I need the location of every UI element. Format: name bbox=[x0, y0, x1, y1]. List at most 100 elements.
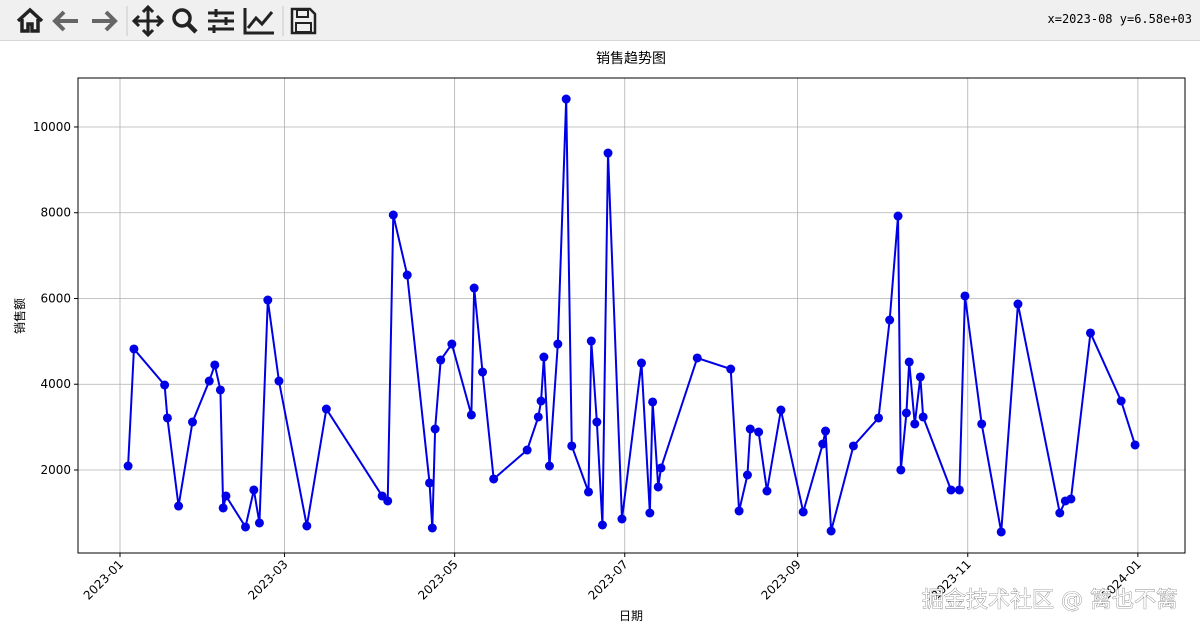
point bbox=[553, 339, 563, 349]
point bbox=[776, 405, 786, 415]
point bbox=[726, 364, 736, 374]
forward-button[interactable] bbox=[92, 10, 118, 32]
configure-button[interactable] bbox=[208, 9, 234, 33]
x-tick-label: 2023-01 bbox=[81, 557, 126, 602]
point bbox=[469, 283, 479, 293]
point bbox=[762, 486, 772, 496]
point bbox=[536, 396, 546, 406]
point bbox=[567, 441, 577, 451]
point bbox=[436, 355, 446, 365]
point bbox=[826, 526, 836, 536]
point bbox=[960, 291, 970, 301]
point bbox=[383, 496, 393, 506]
point bbox=[977, 419, 987, 429]
point bbox=[204, 376, 214, 386]
point bbox=[561, 94, 571, 104]
point bbox=[954, 485, 964, 495]
point bbox=[274, 376, 284, 386]
point bbox=[160, 380, 170, 390]
point bbox=[754, 427, 764, 437]
point bbox=[240, 522, 250, 532]
point bbox=[254, 518, 264, 528]
point bbox=[946, 485, 956, 495]
edit-axes-button[interactable] bbox=[243, 8, 274, 35]
point bbox=[597, 520, 607, 530]
point bbox=[425, 478, 435, 488]
y-tick-label: 8000 bbox=[40, 206, 71, 220]
point bbox=[162, 413, 172, 423]
x-axis-label: 日期 bbox=[619, 609, 643, 623]
point bbox=[745, 424, 755, 434]
point bbox=[636, 358, 646, 368]
y-tick-label: 4000 bbox=[40, 377, 71, 391]
point bbox=[263, 295, 273, 305]
point bbox=[129, 344, 139, 354]
y-tick-label: 2000 bbox=[40, 463, 71, 477]
plot-frame bbox=[77, 77, 1186, 554]
point bbox=[249, 485, 259, 495]
save-button[interactable] bbox=[290, 7, 317, 35]
y-axis-label: 销售额 bbox=[12, 298, 27, 334]
x-tick-label: 2023-09 bbox=[758, 557, 803, 602]
point bbox=[617, 514, 627, 524]
y-tick-label: 10000 bbox=[33, 120, 71, 134]
point bbox=[1130, 440, 1140, 450]
point bbox=[645, 508, 655, 518]
point bbox=[221, 491, 231, 501]
point bbox=[427, 523, 437, 533]
x-tick-label: 2023-03 bbox=[245, 557, 290, 602]
point bbox=[402, 270, 412, 280]
point bbox=[653, 482, 663, 492]
point bbox=[901, 408, 911, 418]
back-button[interactable] bbox=[52, 10, 78, 32]
point bbox=[904, 357, 914, 367]
pan-button[interactable] bbox=[131, 4, 165, 38]
x-tick-label: 2023-05 bbox=[415, 557, 460, 602]
point bbox=[885, 315, 895, 325]
point bbox=[215, 385, 225, 395]
point bbox=[648, 397, 658, 407]
point bbox=[734, 506, 744, 516]
point bbox=[848, 441, 858, 451]
point bbox=[174, 501, 184, 511]
toolbar-icons bbox=[16, 4, 317, 38]
point bbox=[1066, 494, 1076, 504]
point bbox=[742, 470, 752, 480]
watermark: 掘金技术社区 @ 篱也不篱 bbox=[922, 588, 1178, 613]
point bbox=[656, 463, 666, 473]
point bbox=[603, 148, 613, 158]
point bbox=[302, 521, 312, 531]
home-button[interactable] bbox=[16, 7, 44, 33]
point bbox=[123, 461, 133, 471]
point bbox=[586, 336, 596, 346]
point bbox=[918, 412, 928, 422]
point bbox=[218, 503, 228, 513]
point bbox=[388, 210, 398, 220]
point bbox=[466, 410, 476, 420]
point bbox=[818, 439, 828, 449]
point bbox=[592, 417, 602, 427]
point bbox=[321, 404, 331, 414]
chart-title: 销售趋势图 bbox=[596, 51, 666, 67]
point bbox=[896, 465, 906, 475]
y-tick-label: 6000 bbox=[40, 291, 71, 305]
point bbox=[910, 419, 920, 429]
zoom-button[interactable] bbox=[172, 8, 198, 34]
point bbox=[1013, 299, 1023, 309]
line bbox=[127, 98, 1137, 533]
point bbox=[893, 211, 903, 221]
point bbox=[539, 352, 549, 362]
point bbox=[1116, 396, 1126, 406]
point bbox=[1085, 328, 1095, 338]
point bbox=[188, 417, 198, 427]
point bbox=[478, 367, 488, 377]
chart: 销售趋势图 日期 销售额 2000 4000 6000 8000 10000 2023-0… bbox=[12, 51, 1186, 623]
point bbox=[821, 426, 831, 436]
point bbox=[522, 445, 532, 455]
point bbox=[447, 339, 457, 349]
point bbox=[533, 412, 543, 422]
point bbox=[1055, 508, 1065, 518]
point bbox=[874, 413, 884, 423]
point bbox=[489, 474, 499, 484]
